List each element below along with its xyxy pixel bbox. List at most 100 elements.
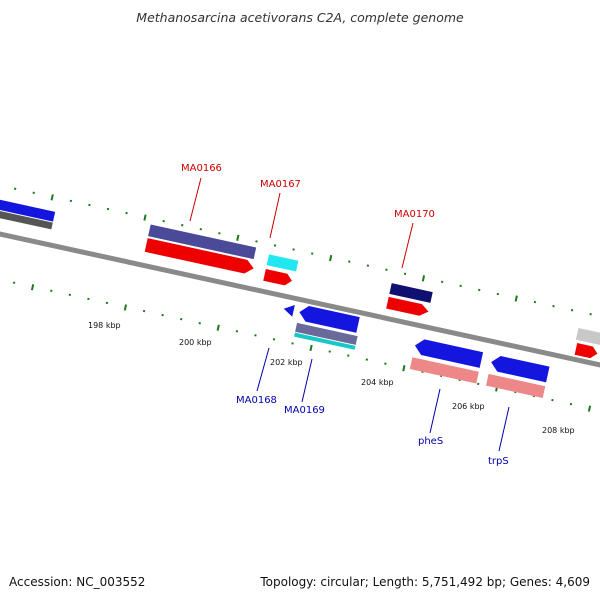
inner-minor-tick (272, 338, 276, 341)
leader-trps (498, 406, 510, 452)
tick-row-inner (12, 281, 592, 412)
outer-minor-tick (162, 219, 165, 223)
outer-minor-tick (552, 304, 555, 308)
inner-minor-tick (365, 358, 369, 361)
gene-right-gray[interactable] (575, 327, 600, 347)
leader-ma0166 (189, 177, 202, 222)
outer-minor-tick (403, 272, 407, 275)
gene-ma0166-arrow[interactable] (144, 238, 255, 275)
leader-ma0168 (256, 347, 270, 392)
scale-label-208kbp: 208 kbp (542, 426, 575, 435)
outer-major-tick (236, 234, 240, 241)
gene-ma0169-cds-bar[interactable] (295, 322, 358, 345)
inner-minor-tick (384, 362, 387, 365)
outer-major-tick (421, 275, 426, 282)
inner-major-tick (402, 365, 406, 372)
outer-minor-tick (570, 309, 574, 312)
inner-major-tick (587, 405, 592, 412)
label-ma0169[interactable]: MA0169 (284, 405, 325, 416)
scale-label-204kbp: 204 kbp (361, 378, 394, 387)
label-phes[interactable]: pheS (418, 436, 443, 447)
outer-minor-tick (310, 252, 314, 255)
outer-minor-tick (218, 232, 221, 235)
outer-major-tick (50, 194, 54, 201)
gene-left-gray[interactable] (0, 207, 53, 230)
label-ma0166[interactable]: MA0166 (181, 163, 222, 174)
inner-minor-tick (12, 281, 16, 284)
gene-left-blue[interactable] (0, 196, 56, 222)
gene-ma0167-arrow[interactable] (263, 269, 293, 287)
leader-ma0167 (269, 192, 281, 239)
inner-minor-tick (198, 321, 201, 325)
outer-minor-tick (69, 199, 73, 203)
outer-minor-tick (366, 264, 370, 267)
leader-ma0170 (401, 222, 414, 269)
inner-minor-tick (235, 330, 239, 333)
outer-minor-tick (440, 280, 444, 284)
outer-minor-tick (496, 292, 500, 296)
outer-minor-tick (273, 244, 277, 247)
gene-trps-cds-bar[interactable] (486, 373, 546, 398)
outer-minor-tick (533, 300, 537, 304)
outer-minor-tick (106, 207, 110, 211)
inner-minor-tick (142, 309, 146, 313)
gene-ma0168-arrow[interactable] (282, 303, 295, 317)
scale-label-200kbp: 200 kbp (179, 338, 212, 347)
gene-phes-arrow[interactable] (413, 338, 484, 368)
outer-minor-tick (348, 260, 351, 263)
gene-ma0166-cds-bar[interactable] (148, 224, 257, 260)
inner-minor-tick (161, 313, 164, 317)
outer-minor-tick (199, 228, 202, 231)
label-ma0170[interactable]: MA0170 (394, 209, 435, 220)
outer-minor-tick (13, 187, 17, 190)
outer-minor-tick (589, 313, 592, 316)
gene-ma0169-arrow[interactable] (298, 304, 360, 333)
label-ma0168[interactable]: MA0168 (236, 395, 277, 406)
inner-major-tick (309, 344, 313, 352)
inner-minor-tick (105, 301, 109, 305)
scale-label-206kbp: 206 kbp (452, 402, 485, 411)
outer-minor-tick (292, 248, 295, 251)
inner-major-tick (30, 284, 35, 291)
leader-phes (429, 388, 441, 434)
scale-label-198kbp: 198 kbp (88, 321, 121, 330)
inner-minor-tick (50, 289, 53, 292)
inner-major-tick (123, 304, 128, 311)
outer-minor-tick (125, 211, 128, 215)
gene-phes-cds-bar[interactable] (409, 357, 479, 384)
inner-minor-tick (87, 297, 90, 301)
map-title: Methanosarcina acetivorans C2A, complete… (136, 10, 464, 25)
gene-ma0167-cds-bar[interactable] (266, 254, 299, 272)
inner-major-tick (216, 324, 220, 331)
gene-right-red-arrow[interactable] (574, 343, 599, 359)
leader-ma0169 (301, 358, 313, 403)
inner-minor-tick (254, 334, 257, 337)
accession-text: Accession: NC_003552 (9, 575, 146, 589)
inner-minor-tick (180, 317, 183, 321)
outer-minor-tick (181, 224, 184, 227)
outer-major-tick (143, 214, 147, 221)
outer-major-tick (329, 254, 333, 262)
inner-minor-tick (328, 350, 331, 353)
outer-minor-tick (88, 203, 91, 207)
scale-label-202kbp: 202 kbp (270, 358, 303, 367)
gene-ma0170-cds-bar[interactable] (389, 283, 433, 303)
label-trps[interactable]: trpS (488, 456, 509, 467)
inner-minor-tick (477, 382, 480, 386)
outer-minor-tick (32, 191, 35, 195)
inner-minor-tick (68, 293, 72, 297)
outer-minor-tick (478, 288, 481, 292)
outer-minor-tick (255, 240, 258, 243)
inner-minor-tick (291, 342, 294, 345)
inner-minor-tick (347, 354, 350, 357)
outer-minor-tick (385, 268, 388, 271)
inner-minor-tick (569, 402, 573, 406)
outer-minor-tick (459, 284, 462, 288)
genome-backbone (0, 207, 600, 392)
gene-ma0169-rna-bar[interactable] (294, 332, 356, 350)
tick-row-outer (13, 187, 592, 316)
gene-trps-arrow[interactable] (489, 354, 550, 383)
gene-ma0170-arrow[interactable] (386, 296, 430, 318)
label-ma0167[interactable]: MA0167 (260, 179, 301, 190)
